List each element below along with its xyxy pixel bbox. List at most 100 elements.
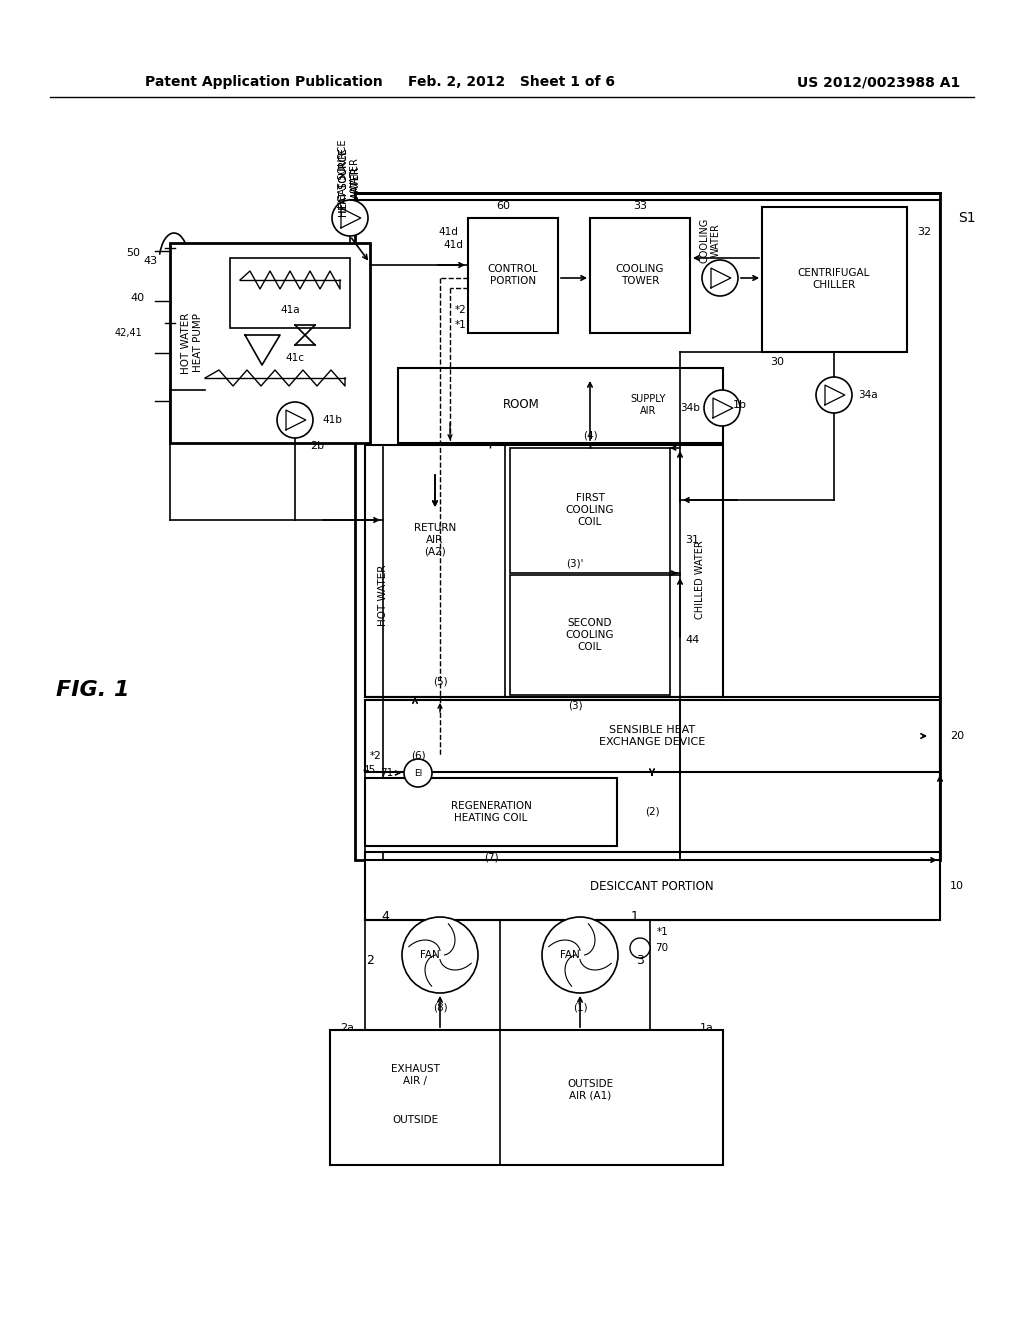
Text: HOT WATER: HOT WATER <box>378 565 388 626</box>
Polygon shape <box>341 209 360 228</box>
Text: SENSIBLE HEAT
EXCHANGE DEVICE: SENSIBLE HEAT EXCHANGE DEVICE <box>599 725 706 747</box>
Text: (6): (6) <box>411 750 425 760</box>
Polygon shape <box>245 335 280 366</box>
Bar <box>365 777 617 846</box>
Text: FIRST
COOLING
COIL: FIRST COOLING COIL <box>565 494 614 527</box>
Text: (5): (5) <box>433 677 447 686</box>
Text: SUPPLY
AIR: SUPPLY AIR <box>631 395 666 416</box>
Text: HEAT SOURCE
WATER: HEAT SOURCE WATER <box>339 149 360 218</box>
Text: 20: 20 <box>950 731 965 741</box>
Polygon shape <box>711 268 731 288</box>
Text: 70: 70 <box>655 942 668 953</box>
Bar <box>355 193 940 861</box>
Bar <box>398 368 723 444</box>
Text: 10: 10 <box>950 880 964 891</box>
Bar <box>510 576 670 696</box>
Text: COOLING
WATER: COOLING WATER <box>699 218 721 263</box>
Text: 32: 32 <box>918 227 931 238</box>
Text: 41d: 41d <box>443 240 463 249</box>
Bar <box>365 700 940 772</box>
Text: 41b: 41b <box>322 414 342 425</box>
Bar <box>230 257 350 327</box>
Bar <box>365 445 723 697</box>
Circle shape <box>404 759 432 787</box>
Text: 41a: 41a <box>281 305 300 315</box>
Text: S1: S1 <box>958 211 976 224</box>
Circle shape <box>630 939 650 958</box>
Text: 31: 31 <box>685 535 699 545</box>
Text: 2: 2 <box>366 953 374 966</box>
Text: 40: 40 <box>131 293 145 304</box>
Polygon shape <box>713 399 733 418</box>
Text: 71: 71 <box>380 768 393 777</box>
Text: 45: 45 <box>362 766 375 775</box>
Text: OUTSIDE
AIR (A1): OUTSIDE AIR (A1) <box>567 1080 613 1101</box>
Text: US 2012/0023988 A1: US 2012/0023988 A1 <box>797 75 961 88</box>
Text: 42,41: 42,41 <box>115 327 142 338</box>
Polygon shape <box>825 385 845 405</box>
Text: CONTROL
PORTION: CONTROL PORTION <box>487 264 539 286</box>
Circle shape <box>702 260 738 296</box>
Text: *1: *1 <box>657 927 669 937</box>
Text: *1: *1 <box>455 319 467 330</box>
Text: 2a: 2a <box>340 1023 354 1034</box>
Text: OUTSIDE: OUTSIDE <box>392 1115 438 1125</box>
Bar <box>170 243 370 444</box>
Text: REGENERATION
HEATING COIL: REGENERATION HEATING COIL <box>451 801 531 822</box>
Text: (3)': (3)' <box>566 558 584 568</box>
Text: FAN: FAN <box>560 950 580 960</box>
Text: 1: 1 <box>631 911 639 924</box>
Circle shape <box>332 201 368 236</box>
Text: COOLING
TOWER: COOLING TOWER <box>615 264 665 286</box>
Text: 41d: 41d <box>438 227 458 238</box>
Text: (7): (7) <box>483 853 499 863</box>
Bar <box>330 1030 723 1166</box>
Text: 43: 43 <box>144 256 158 267</box>
Text: *2: *2 <box>370 751 382 762</box>
Text: 34a: 34a <box>858 389 878 400</box>
Circle shape <box>816 378 852 413</box>
Circle shape <box>402 917 478 993</box>
Text: (3): (3) <box>567 700 583 710</box>
Bar <box>590 218 690 333</box>
Text: ROOM: ROOM <box>503 399 540 412</box>
Text: DESICCANT PORTION: DESICCANT PORTION <box>590 879 714 892</box>
Polygon shape <box>286 411 306 430</box>
Text: 60: 60 <box>496 201 510 211</box>
Bar <box>365 851 940 920</box>
Bar <box>468 218 558 333</box>
Text: CENTRIFUGAL
CHILLER: CENTRIFUGAL CHILLER <box>798 268 870 290</box>
Text: 2b: 2b <box>310 441 325 451</box>
Text: 3: 3 <box>636 953 644 966</box>
Text: *2: *2 <box>455 305 467 315</box>
Text: Patent Application Publication: Patent Application Publication <box>145 75 383 88</box>
Text: (1): (1) <box>572 1002 588 1012</box>
Bar <box>762 207 907 352</box>
Text: HOT WATER
HEAT PUMP: HOT WATER HEAT PUMP <box>181 313 203 374</box>
Bar <box>510 447 670 573</box>
Text: HEAT SOURCE
WATER: HEAT SOURCE WATER <box>338 140 359 209</box>
Text: 44: 44 <box>685 635 699 645</box>
Text: Feb. 2, 2012   Sheet 1 of 6: Feb. 2, 2012 Sheet 1 of 6 <box>409 75 615 88</box>
Text: EXHAUST
AIR /: EXHAUST AIR / <box>390 1064 439 1086</box>
Text: FIG. 1: FIG. 1 <box>56 680 130 700</box>
Text: 1b: 1b <box>733 400 746 411</box>
Text: CHILLED WATER: CHILLED WATER <box>695 541 705 619</box>
Text: FAN: FAN <box>420 950 440 960</box>
Circle shape <box>542 917 618 993</box>
Text: 1a: 1a <box>700 1023 714 1034</box>
Text: EI: EI <box>414 768 422 777</box>
Text: HEAT SOURCE
WATER: HEAT SOURCE WATER <box>339 149 360 218</box>
Text: 30: 30 <box>770 356 784 367</box>
Text: 50: 50 <box>126 248 140 257</box>
Text: 33: 33 <box>633 201 647 211</box>
Text: 4: 4 <box>381 911 389 924</box>
Text: SECOND
COOLING
COIL: SECOND COOLING COIL <box>565 618 614 652</box>
Text: 41c: 41c <box>286 352 304 363</box>
Circle shape <box>278 403 313 438</box>
Text: RETURN
AIR
(A2): RETURN AIR (A2) <box>414 524 456 557</box>
Text: (2): (2) <box>645 807 659 817</box>
Text: 34b: 34b <box>680 403 700 413</box>
Text: (4): (4) <box>583 432 597 441</box>
Text: (8): (8) <box>433 1002 447 1012</box>
